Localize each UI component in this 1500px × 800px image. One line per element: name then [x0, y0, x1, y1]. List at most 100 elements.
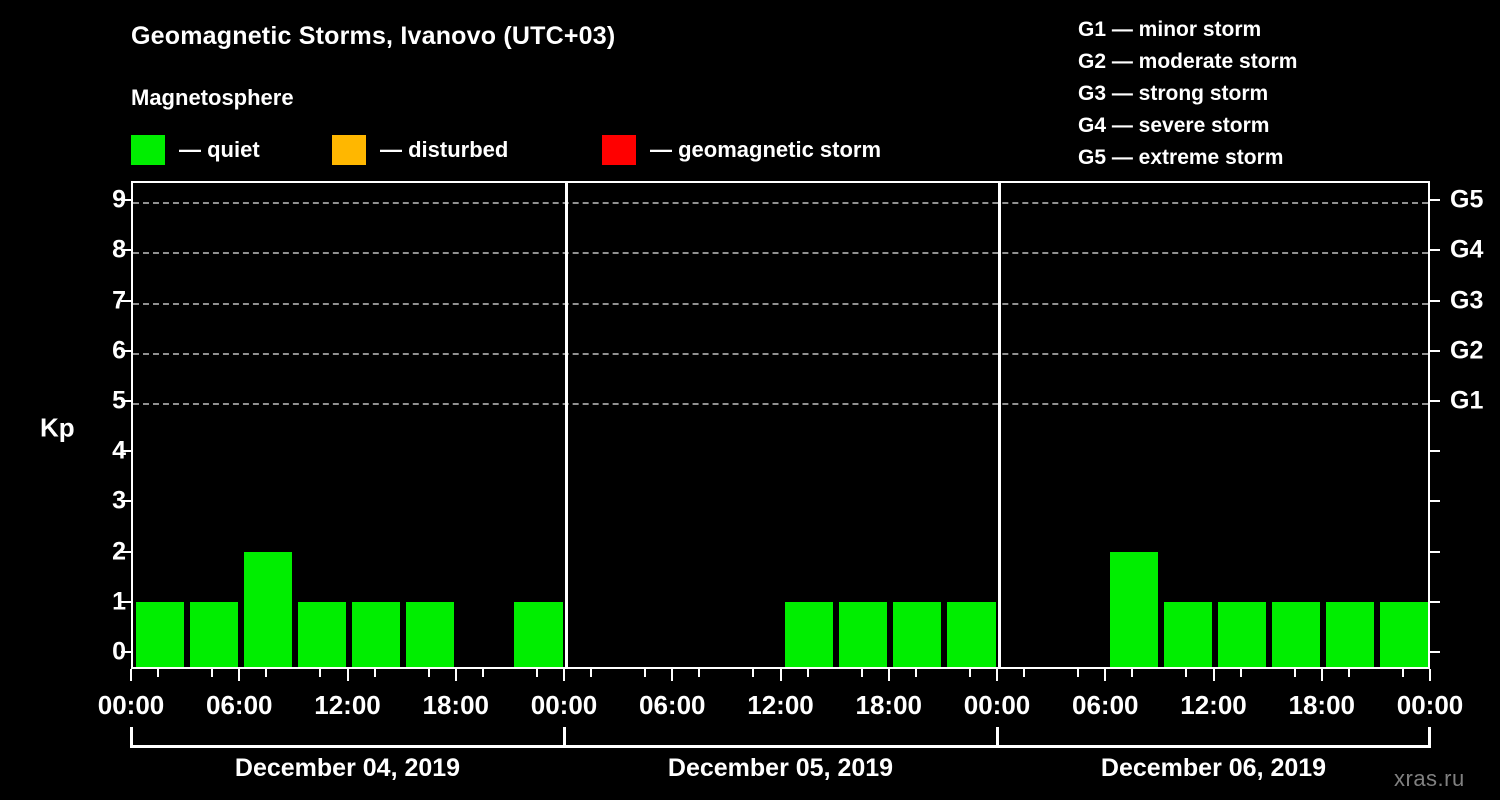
gridline — [133, 202, 1428, 205]
g-tick-mark — [1430, 349, 1440, 352]
y-tick-label: 0 — [112, 637, 126, 666]
bar — [1380, 601, 1428, 667]
x-tick-mark — [996, 669, 998, 681]
day-label: December 05, 2019 — [667, 754, 894, 782]
x-minor-tick-mark — [590, 669, 593, 677]
legend-entry: — quiet — [131, 133, 260, 167]
day-bracket — [997, 745, 1430, 748]
bar — [839, 601, 888, 667]
x-minor-tick-mark — [157, 669, 160, 677]
gscale-legend-row: G1 — minor storm — [1078, 18, 1262, 41]
x-tick-mark — [1212, 669, 1215, 681]
bar — [243, 551, 292, 667]
bar — [297, 601, 346, 667]
x-minor-tick-mark — [1131, 669, 1134, 677]
g-tick-label: G5 — [1450, 185, 1484, 214]
plot-area — [131, 181, 1430, 669]
x-minor-tick-mark — [914, 669, 917, 677]
x-tick-mark — [130, 669, 132, 681]
y-tick-label: 1 — [112, 587, 126, 616]
g-tick-mark — [1430, 600, 1440, 603]
x-tick-label: 18:00 — [1288, 690, 1356, 720]
x-tick-mark — [779, 669, 782, 681]
x-tick-mark — [346, 669, 349, 681]
x-minor-tick-mark — [806, 669, 809, 677]
day-bracket-tick — [563, 727, 566, 748]
x-minor-tick-mark — [968, 669, 971, 677]
x-tick-label: 06:00 — [639, 690, 706, 720]
bar — [1218, 601, 1267, 667]
bar — [893, 601, 942, 667]
y-tick-label: 6 — [112, 336, 126, 365]
g-tick-mark — [1430, 651, 1440, 653]
bar — [1326, 601, 1375, 667]
bar — [135, 601, 184, 667]
x-tick-mark — [1429, 669, 1431, 681]
y-tick-label: 7 — [112, 286, 126, 315]
y-tick-mark — [121, 299, 131, 302]
x-tick-label: 12:00 — [314, 690, 381, 720]
g-tick-mark — [1430, 249, 1440, 252]
x-tick-mark — [671, 669, 674, 681]
y-tick-mark — [121, 199, 131, 202]
y-tick-mark — [121, 651, 131, 653]
bar — [1272, 601, 1321, 667]
day-bracket-tick — [1428, 727, 1431, 748]
plot-inner — [133, 183, 1428, 667]
x-tick-label: 00:00 — [97, 690, 165, 720]
bar — [1109, 551, 1158, 667]
x-tick-mark — [887, 669, 890, 681]
x-tick-label: 00:00 — [963, 690, 1031, 720]
legend-entry: — disturbed — [332, 133, 508, 167]
x-minor-tick-mark — [1023, 669, 1026, 677]
bar — [189, 601, 238, 667]
x-tick-label: 06:00 — [206, 690, 273, 720]
green-square-icon — [131, 135, 165, 165]
x-minor-tick-mark — [1401, 669, 1404, 677]
gscale-legend-row: G5 — extreme storm — [1078, 146, 1284, 169]
x-tick-label: 18:00 — [855, 690, 923, 720]
g-tick-label: G1 — [1450, 386, 1484, 415]
x-minor-tick-mark — [1347, 669, 1350, 677]
bar — [352, 601, 401, 667]
day-bracket — [131, 745, 564, 748]
bar — [785, 601, 834, 667]
x-minor-tick-mark — [1293, 669, 1296, 677]
day-bracket-tick — [996, 727, 999, 748]
x-minor-tick-mark — [752, 669, 755, 677]
g-tick-mark — [1430, 550, 1440, 553]
x-tick-label: 00:00 — [530, 690, 598, 720]
bar — [406, 601, 455, 667]
x-minor-tick-mark — [860, 669, 863, 677]
x-tick-mark — [563, 669, 565, 681]
chart-subtitle: Magnetosphere — [131, 85, 294, 110]
g-tick-label: G3 — [1450, 286, 1484, 315]
x-minor-tick-mark — [373, 669, 376, 677]
watermark: xras.ru — [1394, 766, 1465, 791]
y-axis-title: Kp — [40, 412, 75, 443]
gscale-legend-row: G3 — strong storm — [1078, 82, 1269, 105]
bar — [947, 601, 996, 667]
x-minor-tick-mark — [481, 669, 484, 677]
x-minor-tick-mark — [427, 669, 430, 677]
x-minor-tick-mark — [1077, 669, 1080, 677]
y-tick-mark — [121, 550, 131, 553]
x-tick-label: 18:00 — [422, 690, 490, 720]
day-label: December 06, 2019 — [1100, 754, 1327, 782]
x-minor-tick-mark — [535, 669, 538, 677]
x-tick-mark — [454, 669, 457, 681]
legend-label: — disturbed — [380, 137, 509, 162]
y-tick-label: 5 — [112, 386, 126, 415]
gridline — [133, 302, 1428, 305]
page-title: Geomagnetic Storms, Ivanovo (UTC+03) — [131, 22, 616, 50]
y-tick-label: 8 — [112, 235, 126, 264]
x-minor-tick-mark — [265, 669, 268, 677]
gridline — [133, 252, 1428, 255]
y-tick-mark — [121, 349, 131, 352]
legend-label: — geomagnetic storm — [650, 137, 882, 162]
y-tick-label: 2 — [112, 537, 126, 566]
y-axis-right-gscale: G1 G2 G3 G4 G5 — [1430, 0, 1500, 800]
bar — [514, 601, 563, 667]
day-bracket-tick — [130, 727, 133, 748]
y-tick-mark — [121, 600, 131, 603]
